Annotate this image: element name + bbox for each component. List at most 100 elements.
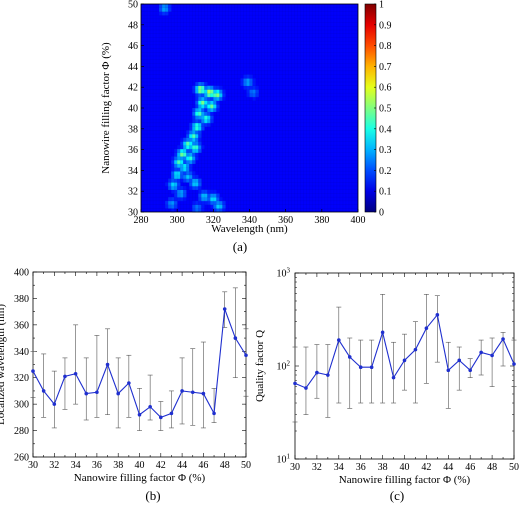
heatmap-cell	[210, 189, 214, 194]
heatmap-cell	[195, 119, 199, 124]
x-tick-label: 46	[198, 460, 208, 471]
heatmap-cell	[222, 93, 226, 98]
heatmap-cell	[168, 200, 172, 205]
heatmap-cell	[171, 160, 175, 165]
heatmap-cell	[189, 171, 193, 176]
heatmap-cell	[183, 152, 187, 157]
heatmap-cell	[186, 156, 190, 161]
heatmap-cell	[198, 189, 202, 194]
heatmap-cell	[177, 156, 181, 161]
heatmap-cell	[213, 208, 217, 213]
heatmap-cell	[201, 115, 205, 120]
colorbar-tick-label: 0	[379, 208, 384, 219]
data-point	[380, 330, 385, 335]
heatmap-cell	[195, 85, 199, 90]
heatmap-cell	[246, 85, 250, 90]
heatmap-cell	[204, 122, 208, 127]
heatmap-cell	[216, 93, 220, 98]
heatmap-cell	[195, 152, 199, 157]
heatmap-cell	[213, 85, 217, 90]
colorbar-tick-label: 0.9	[379, 20, 392, 31]
panel-label-b: (b)	[145, 488, 160, 503]
heatmap-cell	[171, 156, 175, 161]
heatmap-cell	[216, 85, 220, 90]
heatmap-cell	[180, 167, 184, 172]
data-point	[304, 386, 308, 390]
data-point	[490, 353, 494, 358]
heatmap-cell	[198, 193, 202, 198]
heatmap-cell	[186, 148, 190, 153]
data-point	[169, 411, 174, 416]
y-tick-base: 10	[277, 455, 287, 466]
y-tick-label: 46	[128, 41, 138, 52]
heatmap-cell	[171, 171, 175, 176]
heatmap-cell	[198, 134, 202, 139]
heatmap-cell	[216, 89, 220, 94]
heatmap-cell	[195, 137, 199, 142]
data-point	[391, 375, 396, 380]
heatmap-cell	[252, 96, 256, 101]
heatmap-cell	[189, 156, 193, 161]
heatmap-cell	[216, 200, 220, 205]
heatmap-cell	[252, 93, 256, 98]
x-tick-label: 34	[71, 460, 81, 471]
heatmap-cell	[252, 78, 256, 83]
x-axis-label: Wavelength (nm)	[211, 223, 288, 235]
y-tick-label: 32	[128, 187, 138, 198]
heatmap-cell	[249, 93, 253, 98]
heatmap-cell	[210, 193, 214, 198]
heatmap-cell	[207, 193, 211, 198]
data-point	[446, 368, 451, 373]
y-tick-label: 400	[14, 268, 29, 279]
heatmap-cell	[159, 4, 163, 9]
heatmap-cell	[204, 197, 208, 202]
heatmap-cell	[180, 189, 184, 194]
y-tick-label: 42	[128, 83, 138, 94]
heatmap-cell	[216, 197, 220, 202]
heatmap-cell	[219, 200, 223, 205]
heatmap-cell	[201, 104, 205, 109]
heatmap-cell	[210, 104, 214, 109]
heatmap-cell	[186, 137, 190, 142]
heatmap-cell	[189, 148, 193, 153]
heatmap-cell	[174, 171, 178, 176]
heatmap-cell	[183, 178, 187, 183]
heatmap-cell	[180, 156, 184, 161]
heatmap-cell	[246, 93, 250, 98]
heatmap-cell	[198, 204, 202, 209]
heatmap-cell	[183, 171, 187, 176]
x-axis-label: Nanowire filling factor Φ (%)	[74, 472, 206, 484]
heatmap-cell	[195, 130, 199, 135]
data-point	[190, 390, 195, 395]
x-tick-label: 40	[400, 462, 410, 473]
colorbar-tick-label: 0.4	[379, 124, 392, 135]
data-point	[159, 415, 163, 420]
heatmap-cell	[195, 126, 199, 131]
data-point	[233, 336, 238, 340]
heatmap-cell	[219, 204, 223, 209]
heatmap-cell	[180, 178, 184, 183]
data-point	[127, 381, 131, 385]
data-point	[315, 370, 319, 375]
data-point	[116, 391, 120, 396]
heatmap-cell	[216, 204, 220, 209]
heatmap-cell	[177, 148, 181, 153]
heatmap-cell	[198, 104, 202, 109]
heatmap-cell	[186, 134, 190, 139]
heatmap-cell	[183, 167, 187, 172]
heatmap-cell	[195, 200, 199, 205]
heatmap-cell	[159, 11, 163, 16]
heatmap-cell	[207, 197, 211, 202]
heatmap-cell	[210, 204, 214, 209]
heatmap-cell	[207, 89, 211, 94]
heatmap-cell	[183, 156, 187, 161]
heatmap-cell	[198, 126, 202, 131]
heatmap-cell	[171, 200, 175, 205]
colorbar-tick-label: 0.2	[379, 166, 392, 177]
y-tick-base: 10	[277, 269, 287, 280]
heatmap-cell	[204, 85, 208, 90]
heatmap-cell	[186, 171, 190, 176]
y-tick-label: 320	[14, 373, 29, 384]
y-tick-label: 280	[14, 426, 29, 437]
